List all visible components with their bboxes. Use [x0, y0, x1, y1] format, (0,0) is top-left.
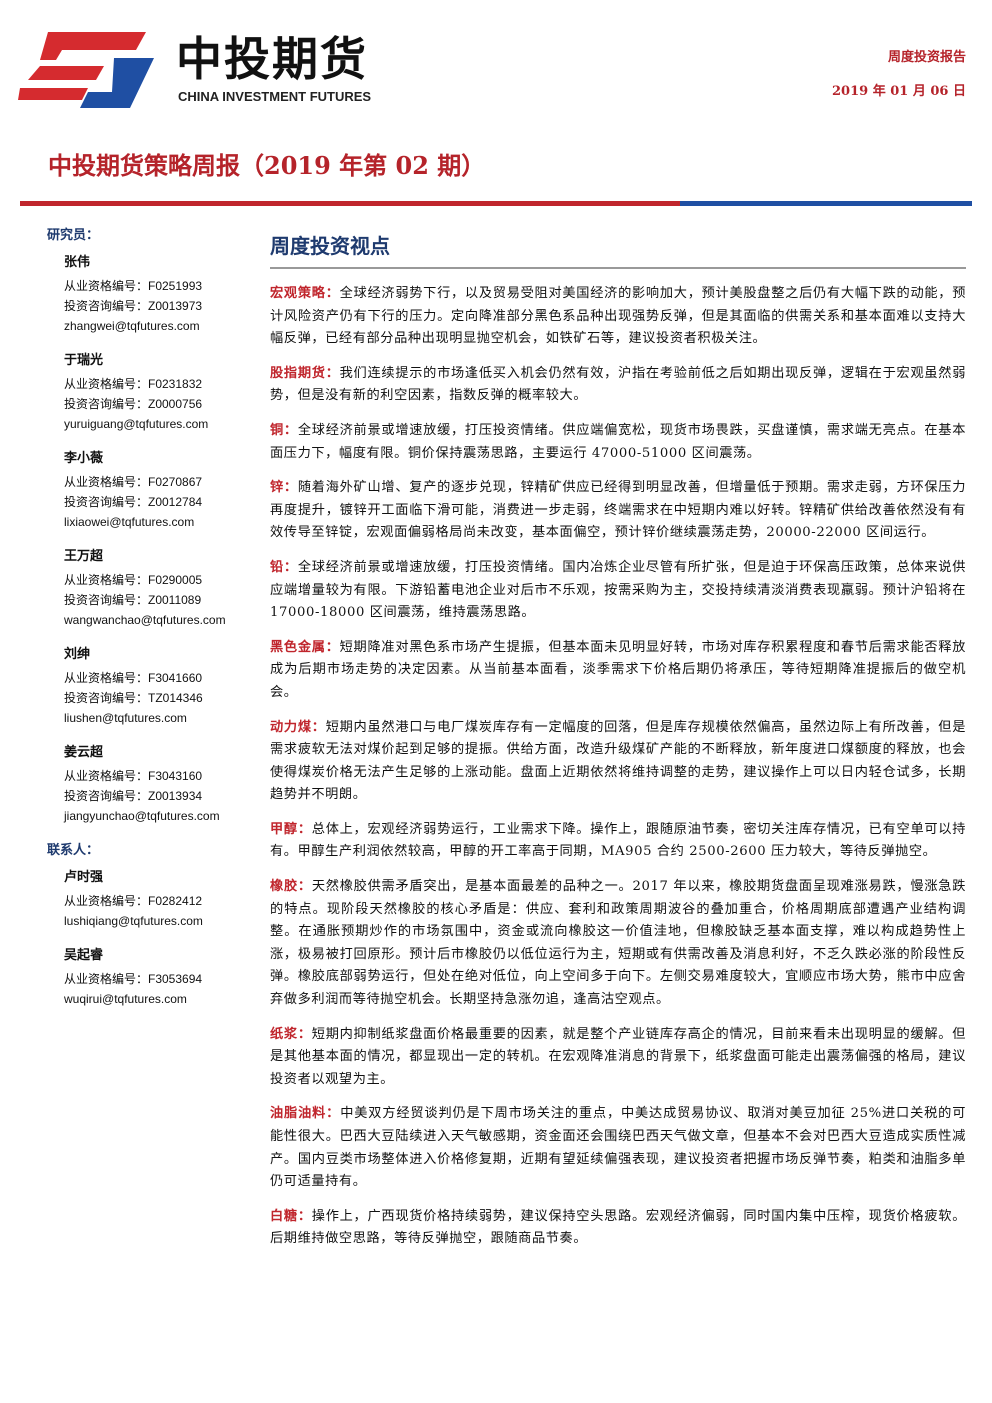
item-label: 动力煤： — [270, 719, 326, 735]
person-info: liushen@tqfutures.com — [64, 711, 187, 725]
person-info: 从业资格编号：F3041660 — [64, 671, 203, 685]
person-info: 投资咨询编号：Z0012784 — [64, 495, 203, 509]
main-section: 周度投资视点 宏观策略：全球经济弱势下行，以及贸易受阻对美国经济的影响加大，预计… — [270, 230, 966, 1263]
person-name: 卢时强 — [64, 870, 104, 885]
person-info: 投资咨询编号：Z0000756 — [64, 397, 203, 411]
item-label: 橡胶： — [270, 879, 312, 895]
item-label: 铅： — [270, 559, 298, 575]
item-label: 铜： — [270, 422, 298, 438]
person-info: jiangyunchao@tqfutures.com — [64, 809, 220, 823]
person-name: 张伟 — [64, 255, 91, 270]
sidebar-label: 联系人： — [47, 843, 100, 858]
person-info: wuqirui@tqfutures.com — [64, 992, 187, 1006]
view-item: 甲醇：总体上，宏观经济弱势运行，工业需求下降。操作上，跟随原油节奏，密切关注库存… — [270, 819, 966, 864]
sidebar-label: 研究员： — [47, 228, 100, 243]
view-item: 动力煤：短期内虽然港口与电厂煤炭库存有一定幅度的回落，但是库存规模依然偏高，虽然… — [270, 717, 966, 807]
item-label: 股指期货： — [270, 365, 340, 381]
person-info: 从业资格编号：F0231832 — [64, 377, 203, 391]
person-info: 投资咨询编号：Z0011089 — [64, 593, 202, 607]
report-date: 2019 年 01 月 06 日 — [832, 84, 966, 99]
report-title: 中投期货策略周报（2019 年第 02 期） — [48, 151, 486, 180]
item-text: 短期内虽然港口与电厂煤炭库存有一定幅度的回落，但是库存规模依然偏高，虽然边际上有… — [270, 719, 966, 803]
person-info: lixiaowei@tqfutures.com — [64, 515, 195, 529]
company-en: CHINA INVESTMENT FUTURES — [178, 89, 372, 104]
view-item: 油脂油料：中美双方经贸谈判仍是下周市场关注的重点，中美达成贸易协议、取消对美豆加… — [270, 1103, 966, 1193]
view-item: 白糖：操作上，广西现货价格持续弱势，建议保持空头思路。宏观经济偏弱，同时国内集中… — [270, 1206, 966, 1251]
person-info: 投资咨询编号：Z0013934 — [64, 789, 203, 803]
person: 刘绅从业资格编号：F3041660 投资咨询编号：TZ014346 liushen@… — [47, 643, 247, 728]
logo — [18, 32, 154, 108]
divider — [20, 201, 972, 206]
person-name: 姜云超 — [64, 745, 104, 760]
item-text: 我们连续提示的市场逢低买入机会仍然有效，沪指在考验前低之后如期出现反弹，逻辑在于… — [270, 365, 967, 404]
item-label: 黑色金属： — [270, 639, 340, 655]
view-item: 黑色金属：短期降准对黑色系市场产生提振，但基本面未见明显好转，市场对库存积累程度… — [270, 637, 966, 705]
person-info: 从业资格编号：F0282412 — [64, 894, 203, 908]
person: 李小薇从业资格编号：F0270867 投资咨询编号：Z0012784 lixiaow… — [47, 447, 247, 532]
person: 卢时强从业资格编号：F0282412 lushiqiang@tqfutures.c… — [47, 866, 247, 931]
person-info: 从业资格编号：F0270867 — [64, 475, 203, 489]
item-label: 锌： — [270, 480, 298, 496]
person-info: 从业资格编号：F0290005 — [64, 573, 203, 587]
item-text: 全球经济前景或增速放缓，打压投资情绪。供应端偏宽松，现货市场畏跌，买盘谨慎，需求… — [270, 422, 967, 461]
person-info: wangwanchao@tqfutures.com — [64, 613, 226, 627]
sidebar: 研究员： 张伟从业资格编号：F0251993 投资咨询编号：Z0013973 zhan… — [47, 222, 247, 1022]
person: 姜云超从业资格编号：F3043160 投资咨询编号：Z0013934 jiangyu… — [47, 741, 247, 826]
person-info: 从业资格编号：F0251993 — [64, 279, 203, 293]
item-text: 全球经济前景或增速放缓，打压投资情绪。国内冶炼企业尽管有所扩张，但是迫于环保高压… — [270, 559, 967, 621]
person-info: zhangwei@tqfutures.com — [64, 319, 200, 333]
item-label: 宏观策略： — [270, 286, 340, 301]
person-info: yuruiguang@tqfutures.com — [64, 417, 209, 431]
section-heading: 周度投资视点 — [270, 230, 966, 269]
item-text: 天然橡胶供需矛盾突出，是基本面最差的品种之一。2017 年以来，橡胶期货盘面呈现… — [270, 879, 966, 1008]
item-text: 操作上，广西现货价格持续弱势，建议保持空头思路。宏观经济偏弱，同时国内集中压榨，… — [270, 1208, 966, 1247]
person-name: 王万超 — [64, 549, 104, 564]
item-text: 短期降准对黑色系市场产生提振，但基本面未见明显好转，市场对库存积累程度和春节后需… — [270, 639, 967, 700]
item-text: 短期内抑制纸浆盘面价格最重要的因素，就是整个产业链库存高企的情况，目前来看未出现… — [270, 1026, 966, 1087]
person: 张伟从业资格编号：F0251993 投资咨询编号：Z0013973 zhangwei… — [47, 251, 247, 336]
person-name: 刘绅 — [64, 647, 91, 662]
person-name: 于瑞光 — [64, 353, 104, 368]
person: 于瑞光从业资格编号：F0231832 投资咨询编号：Z0000756 yuruigu… — [47, 349, 247, 434]
person-info: 从业资格编号：F3053694 — [64, 972, 203, 986]
person-info: 投资咨询编号：Z0013973 — [64, 299, 203, 313]
view-item: 锌：随着海外矿山增、复产的逐步兑现，锌精矿供应已经得到明显改善，但增量低于预期。… — [270, 477, 966, 545]
item-label: 甲醇： — [270, 821, 312, 837]
item-label: 白糖： — [270, 1208, 312, 1224]
item-label: 油脂油料： — [270, 1106, 341, 1122]
report-type: 周度投资报告 — [887, 50, 966, 65]
view-item: 橡胶：天然橡胶供需矛盾突出，是基本面最差的品种之一。2017 年以来，橡胶期货盘… — [270, 876, 966, 1012]
view-item: 股指期货：我们连续提示的市场逢低买入机会仍然有效，沪指在考验前低之后如期出现反弹… — [270, 363, 966, 408]
person-name: 李小薇 — [64, 451, 104, 466]
person-name: 吴起睿 — [64, 948, 104, 963]
item-label: 纸浆： — [270, 1026, 312, 1042]
person-info: 投资咨询编号：TZ014346 — [64, 691, 203, 705]
view-item: 纸浆：短期内抑制纸浆盘面价格最重要的因素，就是整个产业链库存高企的情况，目前来看… — [270, 1024, 966, 1092]
view-item: 宏观策略：全球经济弱势下行，以及贸易受阻对美国经济的影响加大，预计美股盘整之后仍… — [270, 283, 966, 351]
item-text: 中美双方经贸谈判仍是下周市场关注的重点，中美达成贸易协议、取消对美豆加征 25%… — [270, 1106, 966, 1190]
view-item: 铜：全球经济前景或增速放缓，打压投资情绪。供应端偏宽松，现货市场畏跌，买盘谨慎，… — [270, 420, 966, 465]
item-text: 随着海外矿山增、复产的逐步兑现，锌精矿供应已经得到明显改善，但增量低于预期。需求… — [270, 480, 967, 541]
item-text: 全球经济弱势下行，以及贸易受阻对美国经济的影响加大，预计美股盘整之后仍有大幅下跌… — [270, 286, 967, 347]
person: 吴起睿从业资格编号：F3053694 wuqirui@tqfutures.com — [47, 944, 247, 1009]
item-list: 宏观策略：全球经济弱势下行，以及贸易受阻对美国经济的影响加大，预计美股盘整之后仍… — [270, 283, 966, 1251]
item-text: 总体上，宏观经济弱势运行，工业需求下降。操作上，跟随原油节奏，密切关注库存情况，… — [270, 821, 966, 860]
view-item: 铅：全球经济前景或增速放缓，打压投资情绪。国内冶炼企业尽管有所扩张，但是迫于环保… — [270, 557, 966, 625]
person-info: 从业资格编号：F3043160 — [64, 769, 203, 783]
person-info: lushiqiang@tqfutures.com — [64, 914, 203, 928]
person: 王万超从业资格编号：F0290005 投资咨询编号：Z0011089 wangwan… — [47, 545, 247, 630]
company-cn: 中投期货 — [176, 32, 368, 86]
